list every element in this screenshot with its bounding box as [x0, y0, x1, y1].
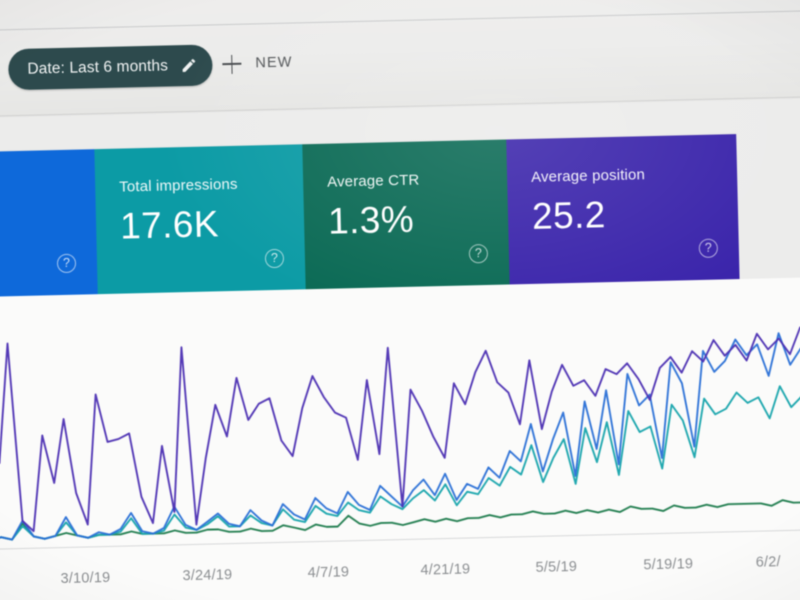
metric-card-average-ctr[interactable]: Average CTR 1.3% ?: [302, 139, 510, 290]
x-axis-tick: 5/5/19: [535, 558, 578, 576]
chart-line-total-impressions: [0, 332, 800, 542]
date-filter-label: Date: Last 6 months: [27, 56, 169, 78]
x-axis-tick: 4/7/19: [307, 564, 350, 582]
help-icon[interactable]: ?: [468, 243, 489, 264]
x-axis-tick: 3/24/19: [182, 567, 233, 585]
metric-cards-row: s ? Total impressions 17.6K ? Average CT…: [0, 134, 740, 298]
chart-line-average-position: [0, 313, 800, 539]
chart-line-total-clicks: [0, 498, 800, 542]
x-axis-tick: 6/2/: [755, 554, 781, 571]
toolbar-divider-top: [0, 9, 800, 32]
new-button-label: NEW: [255, 54, 293, 72]
metric-card-value: 17.6K: [119, 203, 220, 247]
metric-card-total-impressions[interactable]: Total impressions 17.6K ?: [94, 144, 306, 295]
x-axis-tick: 4/21/19: [420, 561, 471, 579]
plus-icon: [222, 54, 241, 73]
metric-card-value: 1.3%: [327, 198, 415, 242]
x-axis-tick: 3/10/19: [60, 569, 111, 588]
metric-card-average-position[interactable]: Average position 25.2 ?: [506, 134, 740, 285]
x-axis-tick: 5/19/19: [643, 556, 694, 574]
date-filter-chip[interactable]: Date: Last 6 months: [7, 44, 213, 91]
filter-toolbar: Date: Last 6 months NEW: [0, 0, 800, 119]
toolbar-divider-bottom: [0, 95, 800, 118]
metric-card-title: Average CTR: [326, 171, 420, 191]
metric-card-total-clicks[interactable]: s ?: [0, 149, 98, 298]
pencil-icon[interactable]: [180, 57, 197, 74]
cards-row-gap: [736, 131, 800, 280]
metric-card-value: 25.2: [531, 194, 607, 237]
metric-card-title: Average position: [530, 166, 646, 186]
new-button[interactable]: NEW: [216, 44, 299, 82]
help-icon[interactable]: ?: [264, 248, 285, 269]
chart-line-average-ctr: [0, 385, 800, 542]
performance-line-chart[interactable]: [0, 277, 800, 549]
performance-chart-panel: 93/10/193/24/194/7/194/21/195/5/195/19/1…: [0, 276, 800, 600]
help-icon[interactable]: ?: [56, 253, 77, 274]
metric-card-title: Total impressions: [119, 175, 238, 196]
help-icon[interactable]: ?: [698, 238, 719, 258]
